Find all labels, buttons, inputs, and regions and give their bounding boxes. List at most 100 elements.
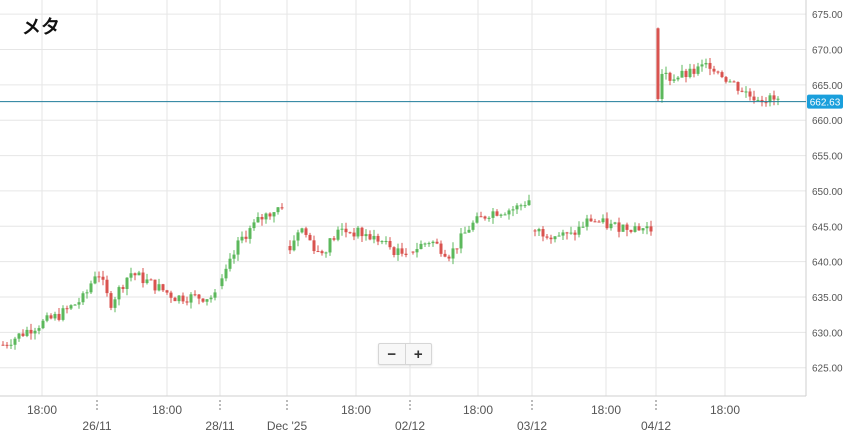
candle-body: [724, 77, 728, 82]
candle-body: [581, 226, 585, 228]
candle-body: [197, 294, 201, 299]
candle-body: [372, 235, 376, 240]
candle-body: [605, 218, 609, 229]
candle-body: [740, 90, 744, 92]
candle-body: [256, 217, 260, 223]
candle-body: [704, 62, 708, 65]
candle-body: [125, 277, 129, 289]
candle-body: [593, 221, 597, 223]
candle-body: [392, 247, 396, 256]
candle-body: [153, 279, 157, 291]
candle-body: [415, 249, 419, 253]
candle-body: [479, 216, 483, 218]
y-tick-label: 660.00: [812, 116, 843, 127]
candle-body: [376, 235, 380, 242]
candles-group: [1, 27, 780, 350]
candle-body: [427, 243, 431, 245]
candle-body: [121, 287, 125, 289]
x-tick-label: 26/11: [82, 419, 111, 433]
candle-body: [201, 298, 205, 302]
candle-body: [471, 222, 475, 230]
candle-body: [21, 333, 25, 336]
candle-body: [312, 240, 316, 252]
candle-body: [664, 72, 668, 74]
candle-body: [49, 315, 53, 319]
candle-body: [228, 258, 232, 269]
candle-body: [491, 211, 495, 218]
candle-body: [93, 276, 97, 284]
candle-body: [455, 248, 459, 250]
candle-body: [645, 226, 649, 229]
candle-body: [352, 232, 356, 237]
candle-body: [577, 226, 581, 235]
candle-body: [569, 232, 573, 234]
candle-body: [85, 292, 89, 294]
candle-body: [617, 222, 621, 232]
candle-body: [404, 253, 408, 256]
candle-body: [772, 95, 776, 100]
candle-body: [423, 243, 427, 245]
candle-body: [177, 295, 181, 302]
candle-body: [553, 236, 557, 240]
candle-body: [487, 217, 491, 219]
candle-body: [89, 283, 93, 293]
candle-body: [193, 294, 197, 296]
zoom-in-button[interactable]: +: [404, 344, 432, 364]
candle-body: [499, 214, 503, 216]
candle-body: [565, 232, 569, 234]
candle-body: [519, 205, 523, 207]
x-tick-label: 18:00: [463, 403, 493, 417]
x-tick-label: 28/11: [205, 419, 234, 433]
candle-body: [260, 217, 264, 220]
x-tick-label: 18:00: [152, 403, 182, 417]
candle-body: [41, 320, 45, 329]
zoom-out-button[interactable]: −: [387, 345, 397, 363]
candle-body: [141, 272, 145, 284]
chart-title: メタ: [22, 17, 61, 38]
candle-body: [523, 205, 527, 207]
candle-body: [692, 68, 696, 74]
candle-body: [585, 218, 589, 227]
candle-body: [388, 240, 392, 248]
candle-body: [637, 226, 641, 231]
candle-body: [716, 71, 720, 73]
candle-body: [101, 276, 105, 280]
candle-body: [467, 229, 471, 233]
candle-body: [396, 248, 400, 256]
candle-body: [173, 297, 177, 302]
candle-body: [316, 251, 320, 253]
candle-body: [65, 308, 69, 310]
candle-body: [625, 224, 629, 230]
candle-body: [601, 218, 605, 223]
x-tick-label: 18:00: [591, 403, 621, 417]
candle-body: [240, 236, 244, 241]
candle-body: [157, 284, 161, 291]
x-tick-label: Dec '25: [267, 419, 308, 433]
x-tick-label: 18:00: [341, 403, 371, 417]
y-tick-label: 625.00: [812, 364, 843, 375]
candle-body: [736, 82, 740, 91]
candle-body: [435, 241, 439, 244]
candle-body: [332, 238, 336, 240]
candle-body: [169, 292, 173, 298]
candle-body: [676, 77, 680, 80]
candle-body: [728, 81, 732, 83]
candle-body: [660, 73, 664, 99]
candle-body: [752, 96, 756, 101]
candle-body: [649, 226, 653, 232]
candle-body: [105, 279, 109, 294]
candle-body: [680, 70, 684, 78]
candle-body: [463, 232, 467, 234]
candle-body: [213, 292, 217, 298]
candle-body: [185, 301, 189, 303]
current-price-badge: [807, 94, 843, 109]
candle-body: [292, 240, 296, 251]
candle-body: [515, 205, 519, 210]
candle-body: [1, 344, 5, 346]
candle-body: [527, 200, 531, 206]
candle-body: [744, 91, 748, 93]
candle-body: [764, 102, 768, 104]
candle-body: [53, 313, 57, 319]
